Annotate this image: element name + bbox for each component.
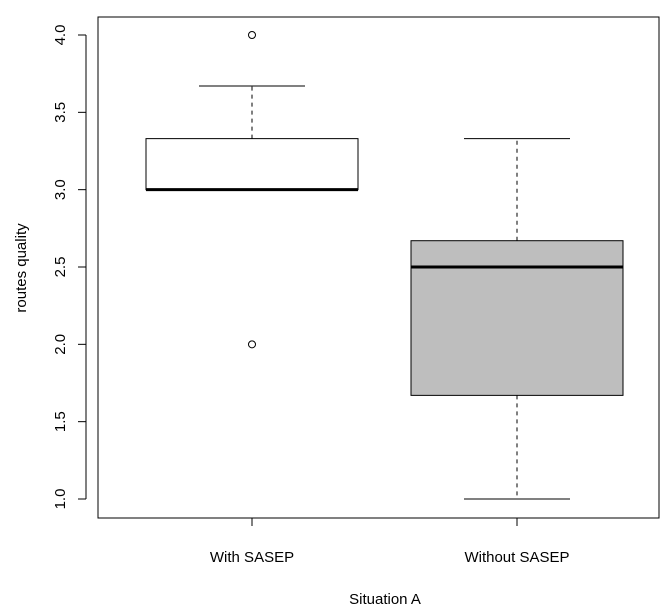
outlier-point <box>248 30 256 39</box>
x-tick-label: Without SASEP <box>464 549 569 566</box>
boxes <box>145 30 624 500</box>
box <box>410 240 624 396</box>
box-group <box>410 138 624 500</box>
x-axis: With SASEP Without SASEP <box>210 517 570 566</box>
y-tick-label: 3.5 <box>52 102 69 123</box>
y-tick-label: 2.0 <box>52 334 69 355</box>
x-axis-title: Situation A <box>349 591 421 608</box>
box-group <box>145 30 359 349</box>
y-tick-label: 1.5 <box>52 411 69 432</box>
y-tick-label: 2.5 <box>52 257 69 278</box>
box <box>145 138 359 191</box>
y-tick-label: 1.0 <box>52 489 69 510</box>
outlier-point <box>248 340 256 349</box>
y-tick-label: 3.0 <box>52 179 69 200</box>
y-axis-title: routes quality <box>13 223 30 313</box>
y-tick-label: 4.0 <box>52 25 69 46</box>
x-tick-label: With SASEP <box>210 549 294 566</box>
y-axis: 1.0 1.5 2.0 2.5 3.0 3.5 4.0 <box>52 25 87 510</box>
